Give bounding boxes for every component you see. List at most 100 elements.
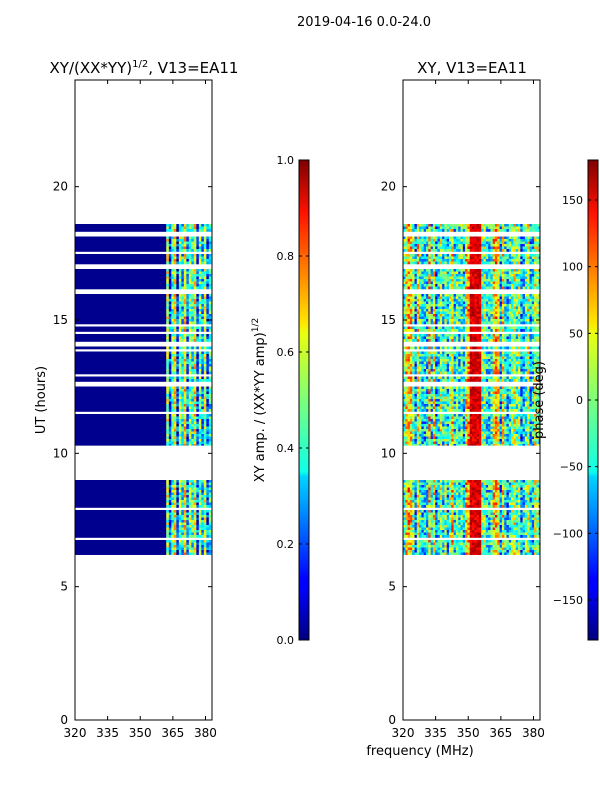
phase-cell [520, 304, 523, 307]
phase-cell [508, 284, 512, 287]
amplitude-cell [171, 239, 175, 242]
phase-cell [499, 274, 503, 277]
phase-cell [435, 371, 438, 375]
phase-cell [469, 246, 473, 250]
phase-cell [534, 284, 537, 287]
amplitude-cell [183, 346, 187, 350]
amplitude-cell [168, 480, 172, 483]
phase-cell [455, 354, 459, 357]
phase-cell [534, 249, 537, 252]
phase-cell [451, 354, 454, 357]
phase-cell [423, 246, 427, 250]
amplitude-cell [193, 354, 197, 357]
phase-cell [439, 334, 443, 337]
phase-cell [511, 326, 514, 330]
phase-cell [409, 314, 413, 317]
amplitude-cell [201, 502, 205, 506]
phase-cell [446, 236, 450, 240]
phase-cell [451, 376, 454, 380]
phase-cell [428, 366, 431, 370]
amplitude-cell [196, 439, 200, 442]
amplitude-cell [173, 540, 177, 543]
phase-cell [469, 309, 473, 312]
phase-cell [478, 354, 482, 357]
phase-cell [435, 286, 438, 290]
phase-cell [409, 279, 413, 282]
amplitude-cell [191, 281, 195, 285]
phase-cell [511, 306, 514, 310]
phase-cell [403, 256, 406, 260]
phase-cell [501, 301, 505, 305]
amplitude-cell [191, 414, 195, 417]
amplitude-cell [186, 244, 190, 247]
amplitude-cell [176, 396, 180, 400]
phase-cell [419, 354, 422, 357]
phase-cell [423, 281, 427, 285]
phase-cell [476, 334, 480, 337]
phase-cell [492, 229, 496, 232]
amplitude-cell [186, 552, 190, 555]
phase-cell [515, 296, 519, 300]
phase-cell [455, 244, 459, 247]
amplitude-cell [196, 404, 200, 407]
amplitude-cell [193, 326, 197, 330]
amplitude-cell [203, 394, 207, 397]
amplitude-cell [171, 485, 175, 488]
amplitude-row [75, 487, 167, 491]
phase-cell [511, 351, 514, 355]
amplitude-cell [166, 485, 170, 488]
phase-cell [439, 294, 443, 297]
amplitude-cell [176, 510, 180, 513]
amplitude-cell [166, 236, 170, 240]
amplitude-cell [178, 269, 182, 272]
amplitude-cell [206, 274, 210, 277]
phase-cell [403, 366, 406, 370]
amplitude-cell [201, 229, 205, 232]
phase-cell [449, 239, 452, 242]
phase-cell [485, 351, 489, 355]
phase-cell [405, 346, 408, 350]
phase-cell [407, 279, 411, 282]
phase-cell [412, 311, 415, 315]
phase-cell [428, 334, 431, 337]
phase-cell [506, 319, 510, 322]
amplitude-cell [188, 284, 192, 287]
amplitude-cell [181, 259, 185, 262]
amplitude-cell [203, 542, 207, 546]
phase-cell [437, 346, 441, 350]
phase-cell [497, 369, 500, 372]
phase-cell [435, 361, 438, 365]
phase-cell [499, 359, 503, 362]
phase-cell [414, 274, 418, 277]
phase-cell [485, 311, 489, 315]
amplitude-cell [208, 532, 212, 536]
amplitude-cell [196, 492, 200, 496]
phase-cell [499, 241, 503, 245]
amplitude-cell [183, 552, 187, 555]
amplitude-cell [178, 436, 182, 440]
phase-cell [446, 261, 450, 265]
phase-cell [538, 334, 540, 337]
phase-cell [455, 296, 459, 300]
amplitude-cell [176, 522, 180, 526]
amplitude-cell [191, 249, 195, 252]
phase-cell [419, 261, 422, 265]
phase-cell [474, 326, 477, 330]
phase-cell [518, 339, 521, 342]
amplitude-cell [203, 249, 207, 252]
phase-cell [534, 336, 537, 340]
amplitude-cell [168, 439, 172, 442]
amplitude-cell [168, 226, 172, 230]
phase-cell [483, 354, 487, 357]
phase-cell [524, 326, 528, 330]
phase-cell [421, 316, 424, 320]
amplitude-cell [178, 535, 182, 538]
phase-cell [421, 269, 424, 272]
amplitude-cell [203, 401, 207, 405]
amplitude-cell [203, 426, 207, 430]
amplitude-cell [171, 306, 175, 310]
phase-cell [458, 296, 461, 300]
amplitude-cell [193, 379, 197, 382]
amplitude-cell [191, 236, 195, 240]
phase-cell [522, 236, 526, 240]
